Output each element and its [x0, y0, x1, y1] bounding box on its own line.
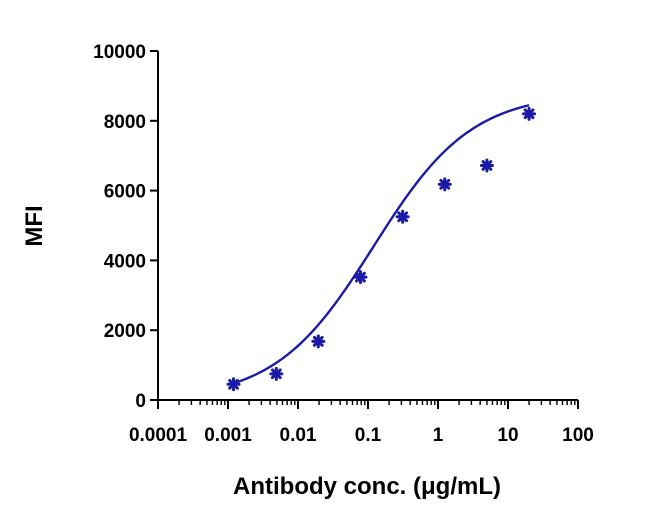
y-axis-label: MFI [21, 205, 48, 246]
y-tick-label: 8000 [104, 112, 146, 133]
y-tick-label: 6000 [104, 182, 146, 203]
data-point [269, 366, 284, 381]
fit-curve-group [233, 104, 530, 385]
ticks: 0 2000 4000 6000 8000 10000 0.0001 0.001 0.01 0.1… [93, 42, 594, 446]
x-tick-label: 0.001 [204, 425, 252, 446]
data-point [522, 106, 537, 121]
x-tick-label: 10 [497, 425, 518, 446]
x-tick-label: 1 [433, 425, 444, 446]
data-points [226, 106, 537, 392]
axes [157, 51, 578, 401]
y-tick-label: 2000 [104, 321, 146, 342]
fit-curve [233, 104, 530, 385]
data-point [479, 158, 494, 173]
data-point [395, 209, 410, 224]
y-tick-label: 10000 [93, 42, 146, 63]
x-axis-label: Antibody conc. (μg/mL) [233, 473, 501, 500]
x-tick-label: 0.0001 [129, 425, 188, 446]
x-tick-label: 100 [562, 425, 594, 446]
data-point [437, 177, 452, 192]
data-point [353, 270, 368, 285]
y-tick-label: 4000 [104, 251, 146, 272]
x-tick-label: 0.1 [355, 425, 382, 446]
y-tick-label: 0 [135, 391, 146, 412]
data-point [311, 334, 326, 349]
data-point [226, 377, 241, 392]
x-tick-label: 0.01 [280, 425, 317, 446]
